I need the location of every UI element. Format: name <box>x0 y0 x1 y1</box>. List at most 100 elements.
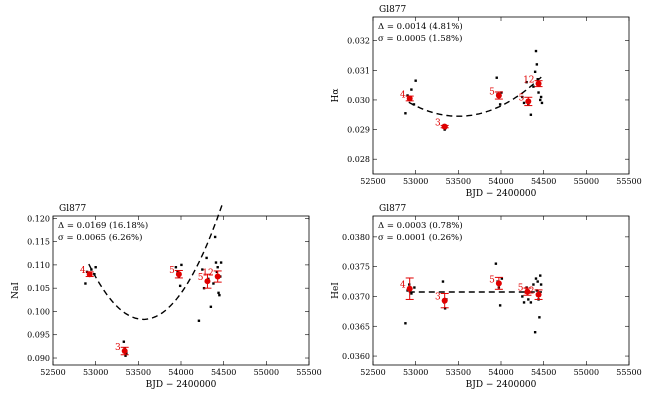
nai-bin-point <box>204 278 211 285</box>
hei-data-point <box>410 292 413 295</box>
hei-xtick-label: 53000 <box>403 368 428 377</box>
nai-ytick-label: 0.110 <box>27 261 50 270</box>
nai-bin-point <box>86 271 93 278</box>
hei-data-point <box>443 307 447 310</box>
hei-bin-point <box>524 288 531 295</box>
nai-data-point <box>217 291 220 295</box>
halpha-data-point <box>540 101 544 105</box>
halpha-data-point <box>532 85 535 88</box>
nai-data-point <box>178 284 182 288</box>
halpha-ytick-label: 0.029 <box>347 126 370 135</box>
nai-xtick-label: 52500 <box>40 368 65 377</box>
nai-xlabel: BJD − 2400000 <box>146 380 217 390</box>
hei-data-point <box>494 262 498 265</box>
nai-data-point <box>215 270 219 274</box>
hei-data-point <box>539 283 543 286</box>
nai-data-point <box>213 235 217 239</box>
halpha-data-point <box>525 80 528 84</box>
nai-ylabel: NaI <box>11 282 21 299</box>
hei-bin-count-label: 5 <box>489 275 495 285</box>
hei-sigma-annotation: σ = 0.0001 (0.26%) <box>378 232 462 243</box>
halpha-bin-count-label: 12 <box>523 76 534 86</box>
nai-panel: Gl877 NaI BJD − 2400000 Δ = 0.0169 (16.1… <box>11 204 322 390</box>
halpha-bin-point <box>441 123 448 130</box>
halpha-data-point <box>536 78 539 81</box>
halpha-bin-point <box>535 80 542 87</box>
halpha-xtick-label: 53000 <box>403 177 428 186</box>
nai-bin-point <box>121 348 128 355</box>
nai-data-point <box>84 282 87 285</box>
hei-data-point <box>500 277 504 280</box>
hei-bin-count-label: 3 <box>435 293 441 303</box>
halpha-data-point <box>414 79 417 82</box>
hei-data-point <box>441 280 445 283</box>
nai-ytick-label: 0.120 <box>27 214 50 223</box>
nai-delta-annotation: Δ = 0.0169 (16.18%) <box>58 220 148 231</box>
nai-data-point <box>214 261 218 264</box>
hei-bin-point <box>535 291 542 298</box>
nai-bin-count-label: 3 <box>115 343 121 353</box>
hei-xlabel: BJD − 2400000 <box>466 380 537 390</box>
halpha-data-point <box>498 103 502 106</box>
nai-bin-count-label: 5 <box>169 266 175 276</box>
halpha-bin-point <box>525 98 532 105</box>
halpha-xlabel: BJD − 2400000 <box>466 189 537 199</box>
nai-fit-curve <box>88 204 223 321</box>
nai-xtick-label: 53500 <box>126 368 151 377</box>
halpha-bin-count-label: 5 <box>489 88 495 98</box>
halpha-delta-annotation: Δ = 0.0014 (4.81%) <box>378 21 463 32</box>
hei-xtick-label: 54500 <box>531 368 556 377</box>
nai-bin-point <box>214 273 221 280</box>
halpha-data-point <box>537 91 540 94</box>
hei-data-point <box>522 301 526 304</box>
halpha-data-point <box>535 63 539 66</box>
halpha-bin-point <box>495 92 502 99</box>
nai-xtick-label: 55000 <box>254 368 279 377</box>
nai-data-point <box>94 266 97 269</box>
hei-data-point <box>536 280 539 283</box>
halpha-fit-curve <box>408 75 543 117</box>
hei-data-point <box>527 298 530 301</box>
hei-xtick-label: 53500 <box>446 368 471 377</box>
nai-data-point <box>90 268 93 271</box>
nai-data-point <box>124 354 127 357</box>
halpha-data-point <box>539 95 543 99</box>
hei-data-point <box>533 331 537 334</box>
hei-xtick-label: 52500 <box>360 368 385 377</box>
hei-panel: Gl877 HeI BJD − 2400000 Δ = 0.0003 (0.78… <box>331 204 642 390</box>
halpha-bin-count-label: 3 <box>435 119 441 129</box>
nai-xtick-label: 53000 <box>83 368 108 377</box>
hei-ytick-label: 0.0370 <box>342 292 370 301</box>
nai-data-point <box>174 266 178 269</box>
halpha-ylabel: Hα <box>331 89 341 103</box>
nai-ytick-label: 0.105 <box>27 284 50 293</box>
hei-bin-point <box>406 285 413 292</box>
nai-ytick-label: 0.100 <box>27 307 50 316</box>
nai-data-point <box>180 263 183 267</box>
halpha-data-point <box>529 113 533 116</box>
nai-data-point <box>219 261 223 264</box>
hei-ylabel: HeI <box>331 282 341 299</box>
hei-bin-count-label: 5 <box>518 284 524 294</box>
nai-panel-title: Gl877 <box>59 204 87 214</box>
nai-bin-count-label: 12 <box>202 269 213 279</box>
hei-ytick-label: 0.0360 <box>342 352 370 361</box>
hei-data-point <box>535 289 539 292</box>
hei-data-point <box>532 283 535 286</box>
nai-data-point <box>201 268 204 271</box>
halpha-ytick-label: 0.032 <box>347 37 370 46</box>
nai-data-point <box>209 305 213 308</box>
hei-data-point <box>529 301 533 304</box>
halpha-ytick-label: 0.028 <box>347 155 370 164</box>
nai-sigma-annotation: σ = 0.0065 (6.26%) <box>58 232 142 243</box>
hei-ytick-label: 0.0365 <box>342 322 370 331</box>
hei-data-point <box>413 286 416 289</box>
nai-data-point <box>197 319 201 322</box>
hei-data-point <box>404 322 407 325</box>
nai-xtick-label: 55500 <box>296 368 321 377</box>
hei-xtick-label: 55000 <box>574 368 599 377</box>
halpha-data-point <box>533 70 537 74</box>
hei-data-point <box>539 274 542 277</box>
hei-bin-point <box>495 280 502 287</box>
